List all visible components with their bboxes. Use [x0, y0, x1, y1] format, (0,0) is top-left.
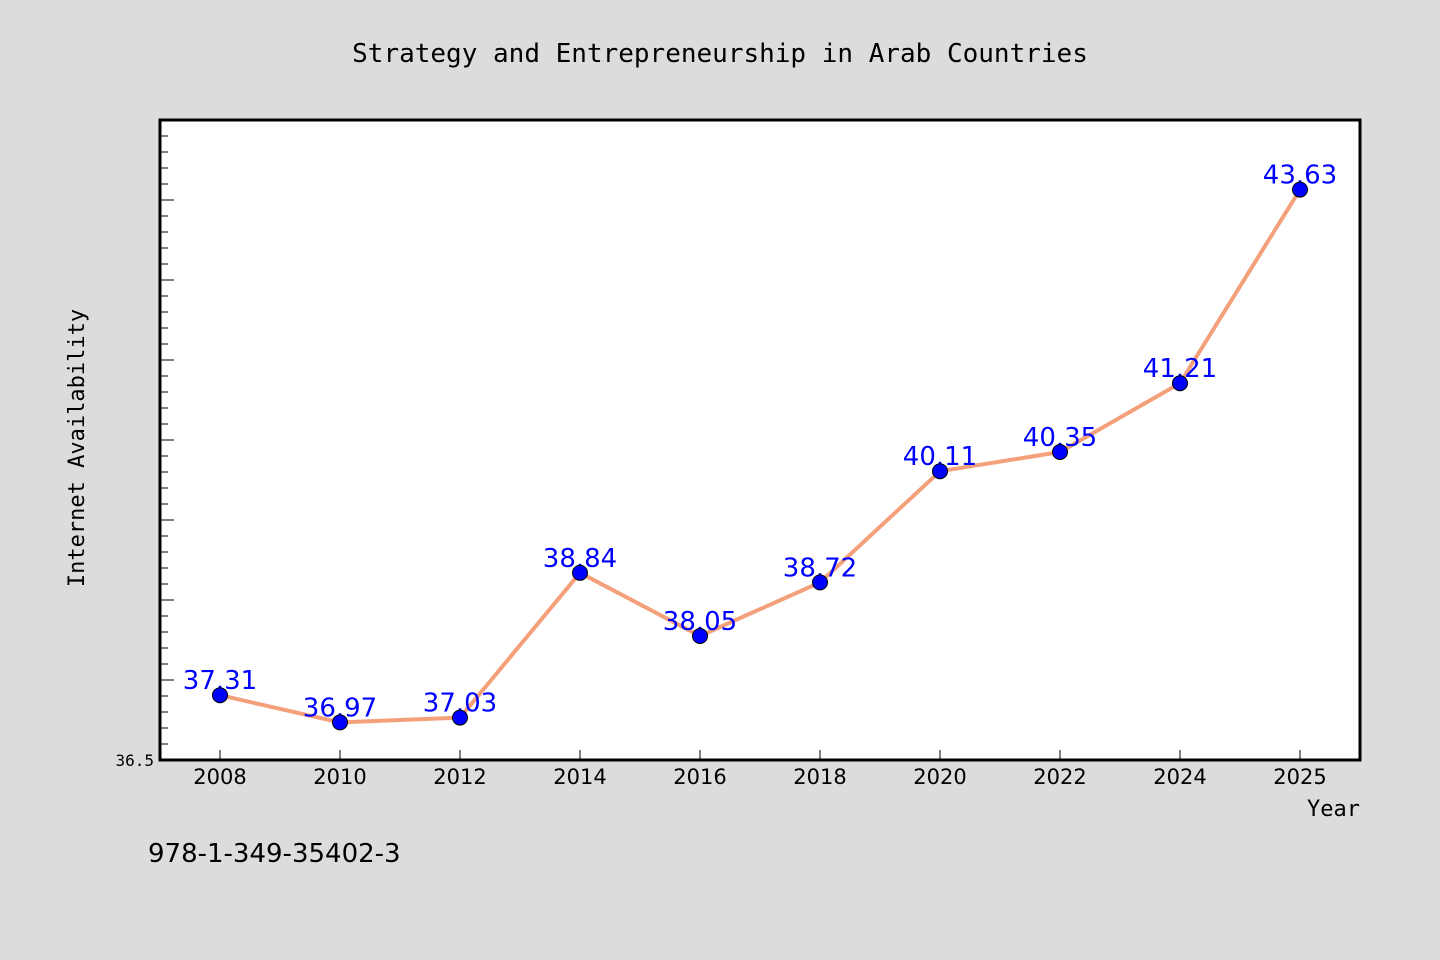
data-point [1292, 181, 1308, 198]
x-tick-label: 2024 [1153, 765, 1206, 789]
data-point [212, 687, 228, 704]
x-tick-label: 2025 [1273, 765, 1326, 789]
series-line [218, 187, 1302, 725]
data-markers [212, 181, 1308, 731]
data-point [1052, 444, 1068, 460]
x-axis-tick-labels: 2008 2010 2012 2014 2016 2018 2020 2022 2024 2025 [193, 765, 1326, 789]
data-point [452, 709, 468, 726]
x-tick-label: 2022 [1033, 765, 1086, 789]
plot-frame [158, 118, 1362, 762]
data-point [1172, 375, 1188, 392]
x-tick-label: 2012 [433, 765, 486, 789]
data-point [932, 463, 948, 480]
data-point [332, 714, 348, 731]
x-tick-label: 2018 [793, 765, 846, 789]
x-tick-label: 2008 [193, 765, 246, 789]
x-tick-label: 2020 [913, 765, 966, 789]
y-tick-label: 36.5 [115, 751, 154, 770]
x-tick-label: 2010 [313, 765, 366, 789]
series-line-group [218, 187, 1302, 725]
x-tick-label: 2014 [553, 765, 606, 789]
data-point [572, 564, 588, 581]
chart-title: Strategy and Entrepreneurship in Arab Co… [352, 39, 1088, 69]
x-axis-title: Year [1307, 797, 1360, 822]
isbn-footnote: 978-1-349-35402-3 [148, 839, 401, 869]
y-axis-title: Internet Availability [65, 309, 90, 587]
x-tick-label: 2016 [673, 765, 726, 789]
plot-area [160, 120, 1360, 760]
x-axis-ticks [219, 750, 1301, 760]
data-point [812, 574, 828, 591]
data-point [692, 628, 708, 644]
